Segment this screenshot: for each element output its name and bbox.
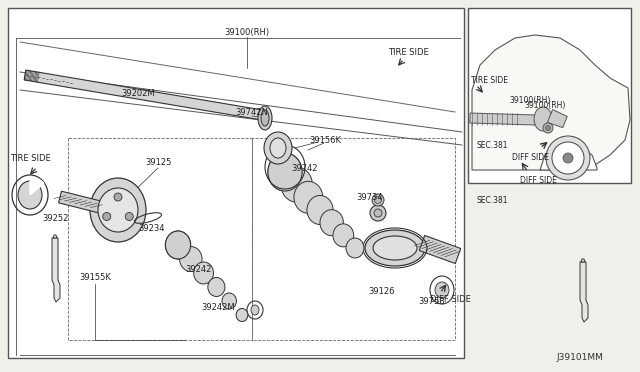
Ellipse shape bbox=[320, 210, 344, 236]
Text: DIFF SIDE: DIFF SIDE bbox=[520, 176, 556, 185]
Polygon shape bbox=[581, 259, 585, 262]
Polygon shape bbox=[53, 235, 57, 238]
Ellipse shape bbox=[552, 142, 584, 174]
Ellipse shape bbox=[268, 153, 302, 191]
Ellipse shape bbox=[251, 305, 259, 315]
Text: 39100(RH): 39100(RH) bbox=[524, 100, 566, 109]
Text: J39101MM: J39101MM bbox=[557, 353, 604, 362]
Ellipse shape bbox=[347, 239, 363, 257]
Text: DIFF SIDE: DIFF SIDE bbox=[511, 153, 548, 161]
Ellipse shape bbox=[270, 138, 286, 158]
Ellipse shape bbox=[281, 167, 312, 202]
Ellipse shape bbox=[333, 224, 354, 247]
Ellipse shape bbox=[563, 153, 573, 163]
Text: 39202M: 39202M bbox=[121, 89, 155, 97]
Ellipse shape bbox=[222, 293, 236, 309]
Ellipse shape bbox=[373, 236, 417, 260]
Ellipse shape bbox=[261, 110, 269, 126]
Polygon shape bbox=[472, 35, 630, 170]
Text: 39758: 39758 bbox=[419, 298, 445, 307]
Ellipse shape bbox=[98, 188, 138, 232]
Text: 39100(RH): 39100(RH) bbox=[509, 96, 550, 105]
Ellipse shape bbox=[374, 209, 382, 217]
Text: 39126: 39126 bbox=[369, 288, 396, 296]
Ellipse shape bbox=[435, 282, 449, 298]
Text: 39734: 39734 bbox=[356, 192, 383, 202]
Ellipse shape bbox=[165, 231, 191, 259]
Ellipse shape bbox=[307, 196, 333, 224]
Ellipse shape bbox=[90, 178, 146, 242]
Ellipse shape bbox=[237, 309, 248, 321]
Ellipse shape bbox=[372, 194, 384, 206]
Ellipse shape bbox=[546, 136, 590, 180]
Ellipse shape bbox=[114, 193, 122, 201]
Ellipse shape bbox=[374, 196, 381, 203]
Text: 39242: 39242 bbox=[185, 266, 211, 275]
Wedge shape bbox=[30, 177, 44, 195]
Ellipse shape bbox=[268, 153, 302, 191]
Text: TIRE SIDE: TIRE SIDE bbox=[388, 48, 428, 57]
Bar bbox=[8, 8, 464, 358]
Text: 39242M: 39242M bbox=[201, 304, 235, 312]
Text: 39125: 39125 bbox=[145, 157, 171, 167]
Ellipse shape bbox=[365, 230, 425, 266]
Polygon shape bbox=[547, 109, 567, 128]
Text: 39742: 39742 bbox=[292, 164, 318, 173]
Ellipse shape bbox=[125, 212, 133, 221]
Text: 39252: 39252 bbox=[42, 214, 68, 222]
Ellipse shape bbox=[294, 181, 323, 213]
Ellipse shape bbox=[543, 123, 553, 133]
Ellipse shape bbox=[264, 132, 292, 164]
Polygon shape bbox=[580, 262, 588, 322]
Polygon shape bbox=[419, 235, 461, 263]
Ellipse shape bbox=[236, 308, 248, 321]
Text: 39100(RH): 39100(RH) bbox=[225, 28, 269, 36]
Polygon shape bbox=[24, 70, 263, 120]
Ellipse shape bbox=[165, 231, 191, 259]
Text: 39742N: 39742N bbox=[236, 108, 268, 116]
Ellipse shape bbox=[258, 106, 272, 130]
Polygon shape bbox=[470, 113, 535, 125]
Polygon shape bbox=[540, 145, 597, 170]
Text: DIFF SIDE: DIFF SIDE bbox=[429, 295, 470, 305]
Ellipse shape bbox=[534, 107, 552, 131]
Ellipse shape bbox=[180, 247, 202, 272]
Text: 39156K: 39156K bbox=[309, 135, 341, 144]
Text: 39155K: 39155K bbox=[79, 273, 111, 282]
Text: SEC.381: SEC.381 bbox=[476, 141, 508, 150]
Ellipse shape bbox=[370, 205, 386, 221]
Ellipse shape bbox=[103, 212, 111, 221]
Ellipse shape bbox=[208, 278, 225, 296]
Ellipse shape bbox=[346, 238, 364, 258]
Polygon shape bbox=[58, 191, 113, 216]
Ellipse shape bbox=[18, 181, 42, 209]
Text: TIRE SIDE: TIRE SIDE bbox=[10, 154, 51, 163]
Bar bbox=[468, 8, 631, 183]
Polygon shape bbox=[52, 238, 60, 302]
Ellipse shape bbox=[194, 262, 214, 284]
Text: TIRE SIDE: TIRE SIDE bbox=[472, 76, 509, 84]
Text: 39234: 39234 bbox=[139, 224, 165, 232]
Ellipse shape bbox=[545, 125, 550, 131]
Text: SEC.381: SEC.381 bbox=[476, 196, 508, 205]
